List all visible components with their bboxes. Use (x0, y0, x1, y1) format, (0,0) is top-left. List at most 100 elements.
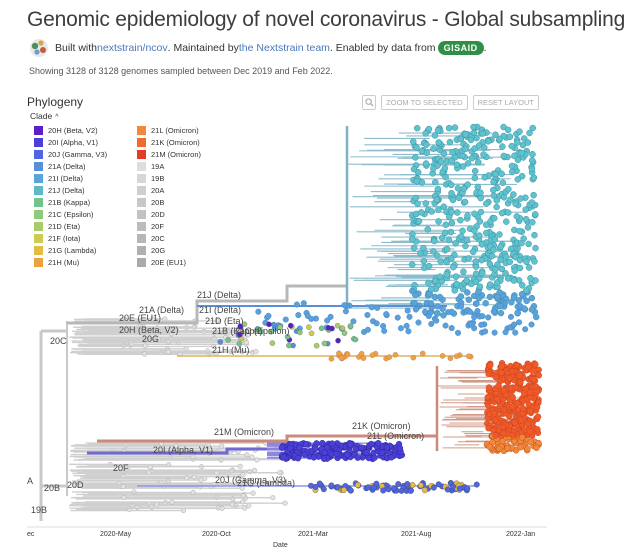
repo-link[interactable]: nextstrain/ncov (97, 42, 168, 54)
tip-dot (525, 240, 532, 248)
tip-dot (518, 172, 526, 180)
tip-dot (504, 126, 512, 134)
tip-dot (409, 287, 416, 295)
legend-item[interactable]: 19A (137, 161, 164, 172)
legend-item[interactable]: 20A (137, 185, 164, 196)
tip-dot (198, 477, 204, 483)
tip-dot (214, 318, 220, 324)
tip-dot (434, 127, 442, 134)
clade-legend-toggle[interactable]: Clade ^ (30, 111, 59, 121)
legend-label: 20E (EU1) (151, 258, 187, 267)
tip-dot (229, 502, 235, 508)
tip-dot (385, 486, 392, 493)
legend-label: 21I (Delta) (48, 174, 84, 183)
legend-label: 20C (151, 234, 165, 243)
tip-dot (375, 440, 382, 447)
tip-dot (450, 483, 457, 490)
tip-dot (470, 129, 478, 137)
legend-item[interactable]: 20E (EU1) (137, 257, 186, 268)
tip-dot (479, 313, 486, 320)
nextstrain-logo-icon[interactable] (29, 38, 49, 58)
legend-item[interactable]: 21M (Omicron) (137, 149, 201, 160)
tip-dot (474, 308, 481, 315)
legend-item[interactable]: 21H (Mu) (34, 257, 79, 268)
legend-item[interactable]: 19B (137, 173, 164, 184)
legend-item[interactable]: 21J (Delta) (34, 185, 85, 196)
legend-item[interactable]: 21D (Eta) (34, 221, 80, 232)
gisaid-logo[interactable]: GISAID (437, 41, 484, 55)
tip-dot (410, 165, 418, 173)
tip-dot (464, 160, 472, 167)
legend-item[interactable]: 21B (Kappa) (34, 197, 90, 208)
tip-dot (486, 293, 494, 301)
legend-item[interactable]: 20D (137, 209, 165, 220)
legend-item[interactable]: 20F (137, 221, 164, 232)
legend-item[interactable]: 20J (Gamma, V3) (34, 149, 107, 160)
tip-dot (485, 384, 493, 391)
tip-dot (442, 229, 449, 237)
tip-dot (524, 420, 531, 427)
tip-dot (428, 208, 435, 215)
tip-dot (286, 342, 292, 349)
tip-dot (392, 352, 399, 358)
legend-item[interactable]: 21I (Delta) (34, 173, 83, 184)
phylogeny-tree[interactable]: 21J (Delta) 21A (Delta) 21I (Delta) 21D (Et… (27, 91, 547, 548)
legend-swatch (137, 234, 146, 243)
tip-dot (477, 189, 484, 196)
tip-dot (328, 356, 335, 362)
legend-item[interactable]: 20C (137, 233, 165, 244)
legend-item[interactable]: 20G (137, 245, 165, 256)
legend-label: 21C (Epsilon) (48, 210, 94, 219)
tip-dot (352, 445, 360, 453)
tip-dot (328, 440, 336, 447)
legend-item[interactable]: 20B (137, 197, 164, 208)
legend-item[interactable]: 21G (Lambda) (34, 245, 96, 256)
tip-dot (403, 322, 410, 329)
tip-dot (512, 384, 520, 391)
tip-dot (460, 185, 468, 192)
tip-dot (381, 327, 388, 334)
tip-dot (142, 343, 148, 349)
tip-dot (445, 236, 453, 244)
legend-item[interactable]: 20H (Beta, V2) (34, 125, 98, 136)
tip-dot (494, 293, 501, 301)
tip-dot (428, 285, 435, 293)
tip-dot (430, 248, 437, 255)
tree-clade-label: 21L (Omicron) (367, 431, 424, 441)
tip-dot (447, 355, 454, 361)
legend-label: 21F (Iota) (48, 234, 81, 243)
tip-dot (430, 165, 437, 172)
tip-dot (527, 407, 534, 415)
tip-dot (524, 224, 532, 231)
tip-dot (217, 339, 224, 345)
tip-dot (306, 324, 312, 330)
tip-dot (493, 203, 500, 211)
tip-dot (521, 390, 528, 397)
legend-item[interactable]: 21K (Omicron) (137, 137, 200, 148)
legend-item[interactable]: 21F (Iota) (34, 233, 81, 244)
legend-item[interactable]: 21A (Delta) (34, 161, 86, 172)
tip-dot (457, 135, 465, 143)
zoom-to-selected-button[interactable]: ZOOM TO SELECTED (381, 95, 468, 110)
legend-label: 20F (151, 222, 164, 231)
tip-dot (328, 482, 335, 489)
legend-label: 20I (Alpha, V1) (48, 138, 99, 147)
tip-dot (447, 181, 455, 189)
legend-item[interactable]: 21C (Epsilon) (34, 209, 93, 220)
magnifier-icon[interactable] (362, 95, 377, 110)
team-link[interactable]: the Nextstrain team (238, 42, 330, 54)
tree-clade-label: 20F (113, 463, 129, 473)
tip-dot (534, 413, 542, 420)
tip-dot (423, 141, 430, 148)
legend-item[interactable]: 20I (Alpha, V1) (34, 137, 98, 148)
tip-dot (512, 329, 519, 336)
tip-dot (154, 502, 160, 508)
tip-dot (413, 144, 420, 151)
legend-item[interactable]: 21L (Omicron) (137, 125, 199, 136)
tip-dot (516, 128, 523, 135)
tip-dot (240, 499, 246, 505)
tip-dot (269, 340, 276, 346)
reset-layout-button[interactable]: RESET LAYOUT (472, 95, 539, 110)
tip-dot (449, 196, 457, 204)
tip-dot (528, 157, 536, 164)
